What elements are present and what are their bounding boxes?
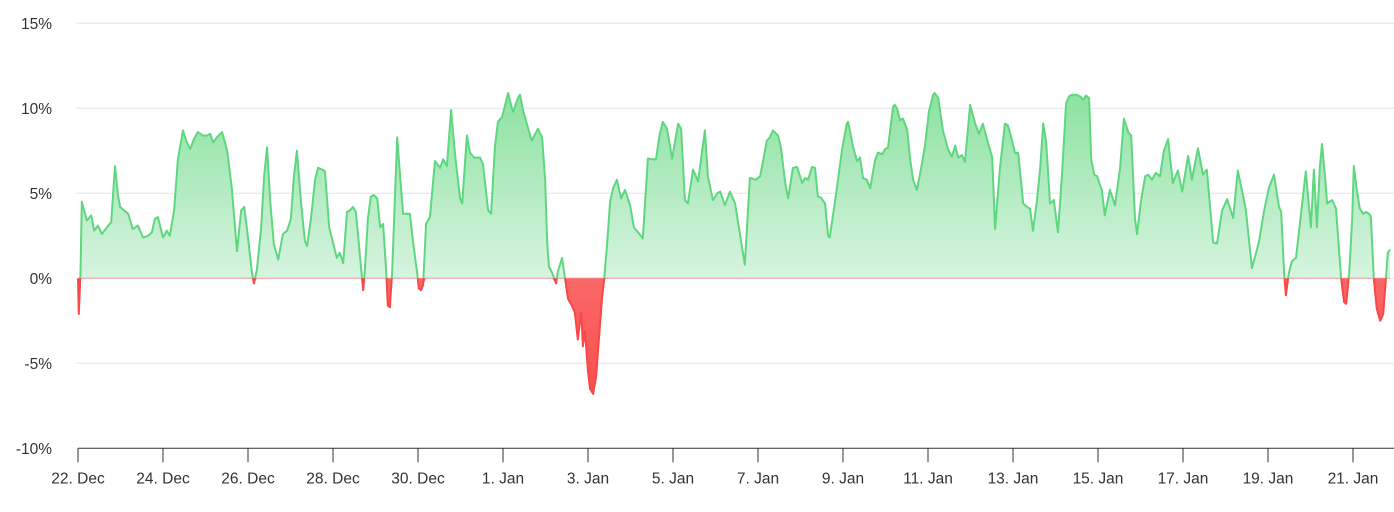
x-tick-label: 11. Jan [903, 470, 953, 487]
x-tick-label: 19. Jan [1243, 470, 1294, 487]
x-tick-label: 17. Jan [1158, 470, 1209, 487]
x-tick-label: 3. Jan [567, 470, 609, 487]
y-tick-label: -10% [16, 441, 52, 458]
x-tick-label: 9. Jan [822, 470, 864, 487]
x-tick-label: 26. Dec [221, 470, 275, 487]
y-tick-label: 5% [30, 186, 53, 203]
x-tick-label: 1. Jan [482, 470, 524, 487]
y-tick-label: 0% [30, 271, 53, 288]
y-tick-label: 15% [21, 16, 52, 33]
negative-area [78, 278, 1390, 394]
x-tick-label: 7. Jan [737, 470, 779, 487]
x-tick-label: 21. Jan [1328, 470, 1379, 487]
series-line-positive [78, 92, 1391, 279]
x-tick-label: 13. Jan [988, 470, 1039, 487]
x-tick-label: 24. Dec [136, 470, 190, 487]
x-tick-label: 28. Dec [306, 470, 360, 487]
y-tick-label: 10% [21, 101, 52, 118]
x-tick-label: 5. Jan [652, 470, 694, 487]
x-tick-label: 15. Jan [1073, 470, 1124, 487]
y-tick-label: -5% [24, 356, 52, 373]
positive-area [78, 93, 1390, 279]
x-tick-label: 22. Dec [51, 470, 105, 487]
x-tick-label: 30. Dec [391, 470, 445, 487]
